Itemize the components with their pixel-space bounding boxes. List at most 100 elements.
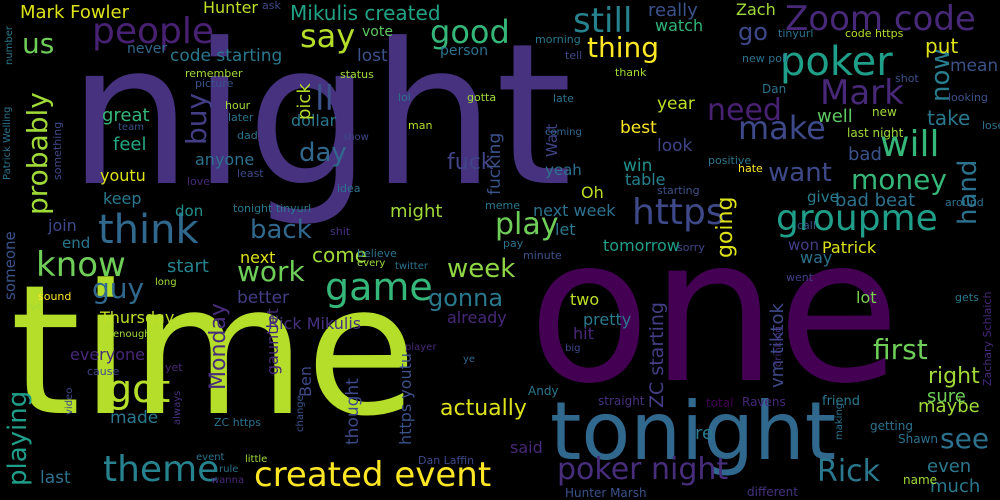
word: gauntlet	[263, 307, 282, 375]
word: lol	[398, 91, 411, 104]
word: Oh	[581, 183, 604, 202]
word: cause	[87, 365, 120, 378]
word: poker	[780, 39, 893, 85]
word: Andy	[528, 384, 559, 398]
word: way	[800, 248, 833, 267]
word: let	[555, 220, 576, 239]
word: night	[68, 2, 573, 230]
word: morning	[535, 33, 581, 46]
word: need	[707, 93, 782, 128]
word: year	[657, 94, 695, 114]
word: tonight tinyurl	[233, 202, 312, 215]
word: people	[92, 11, 215, 52]
word: later	[228, 111, 254, 124]
word: next week	[533, 201, 616, 220]
word: Zach	[736, 0, 776, 19]
word: one	[528, 195, 901, 428]
word: us	[22, 27, 55, 60]
word: sure	[927, 386, 966, 407]
word: believe	[357, 247, 397, 260]
word: give	[807, 188, 839, 206]
word: looking	[948, 91, 988, 104]
word: number	[4, 25, 15, 65]
word: hate	[738, 162, 763, 175]
word: mean	[950, 56, 999, 76]
word: win	[623, 156, 653, 176]
word: got	[108, 367, 171, 411]
word: youtu	[100, 166, 146, 185]
word: Zoom code	[785, 0, 976, 39]
word: still	[573, 1, 633, 41]
word: will	[880, 124, 940, 165]
word: take	[927, 106, 971, 130]
word: remember	[185, 67, 243, 80]
word: won	[788, 236, 819, 254]
word: lose	[982, 119, 1000, 132]
word: every	[357, 258, 386, 269]
word: fuck	[447, 150, 494, 175]
word: gonna	[428, 284, 504, 312]
word: thank	[615, 66, 647, 79]
word: much	[930, 476, 981, 497]
word: least	[237, 167, 264, 180]
word: poker night	[557, 452, 729, 487]
word: vote	[362, 24, 393, 40]
word: tonight	[550, 385, 837, 478]
word: probably	[21, 92, 54, 215]
word: meme	[485, 199, 520, 212]
word: even	[927, 456, 972, 477]
word: positive	[708, 154, 752, 167]
word: Mark	[820, 73, 904, 113]
word: show	[343, 132, 369, 143]
word: code https	[845, 27, 904, 40]
word: hand	[953, 159, 983, 225]
word: Patrick Welling	[2, 106, 13, 180]
word: last night	[847, 126, 904, 140]
word: Ben	[296, 366, 315, 397]
word: right	[928, 364, 980, 389]
word: think	[98, 207, 199, 253]
word: ve	[30, 302, 43, 313]
word: getting	[870, 419, 913, 433]
word: gets	[955, 291, 979, 304]
word: picture	[195, 77, 234, 90]
word: code starting	[170, 46, 283, 66]
word: Patrick	[822, 238, 877, 257]
word: Hunter	[203, 0, 259, 17]
word: playing	[3, 390, 33, 486]
word: tell	[565, 49, 583, 62]
word: groupme	[776, 198, 938, 239]
word: day	[299, 138, 347, 168]
word: long	[155, 277, 177, 288]
word: made	[110, 408, 159, 428]
word: person	[440, 43, 488, 59]
word: theme	[103, 449, 220, 490]
word: great	[102, 105, 150, 126]
word: Hunter Marsh	[565, 486, 647, 500]
word: wanna	[211, 475, 245, 486]
word: Monday	[206, 303, 231, 390]
word: shot	[895, 72, 919, 85]
word: total	[706, 396, 734, 410]
word: https	[632, 192, 725, 233]
word: man	[408, 119, 433, 132]
word: yet	[165, 361, 183, 374]
word: actually	[440, 396, 527, 421]
word: starting	[657, 184, 700, 197]
word: hit	[573, 324, 594, 343]
word: Mikulis created	[290, 1, 441, 25]
word: end	[62, 234, 91, 252]
word: ll	[315, 79, 334, 119]
word: event	[196, 452, 225, 463]
word: week	[447, 254, 516, 284]
word: pretty	[583, 310, 632, 329]
word: late	[553, 92, 574, 105]
word: really	[648, 0, 698, 21]
word: straight	[598, 394, 645, 408]
word: game	[325, 265, 433, 309]
word: pay	[503, 237, 524, 250]
word: bad beat	[835, 190, 916, 211]
word: buy	[180, 92, 213, 145]
word: https youtu	[396, 352, 415, 445]
word: tinyurl	[778, 27, 814, 40]
